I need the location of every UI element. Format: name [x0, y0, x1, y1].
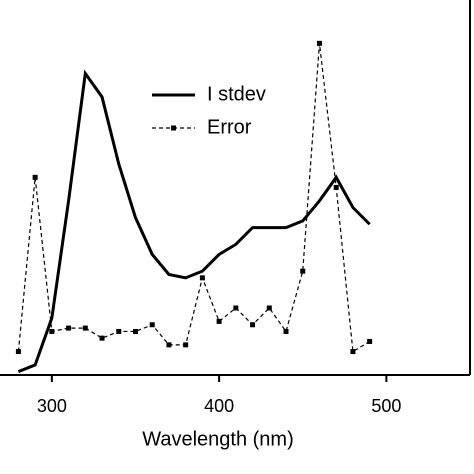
series-line [17, 43, 370, 353]
legend-marker [171, 125, 176, 131]
x-tick-label: 300 [37, 396, 67, 416]
point-marker [99, 335, 105, 341]
x-tick-label: 400 [204, 396, 234, 416]
point-marker [333, 184, 339, 190]
point-marker [132, 328, 138, 334]
point-marker [166, 342, 172, 348]
point-marker [183, 342, 189, 348]
point-marker [350, 349, 356, 355]
point-marker [82, 325, 88, 331]
x-tick-label: 500 [371, 396, 401, 416]
point-marker [283, 328, 289, 334]
point-marker [316, 40, 322, 46]
point-marker [66, 325, 72, 331]
point-marker [250, 322, 256, 328]
point-marker [216, 318, 222, 324]
point-marker [266, 305, 272, 311]
series-line [17, 69, 371, 374]
x-axis-label: Wavelength (nm) [142, 428, 294, 450]
point-marker [116, 328, 122, 334]
point-marker [149, 322, 155, 328]
point-marker [233, 305, 239, 311]
point-marker [49, 328, 55, 334]
legend-label: I stdev [207, 83, 266, 105]
point-marker [300, 268, 306, 274]
point-marker [32, 174, 38, 180]
point-marker [15, 349, 21, 355]
point-marker [367, 339, 373, 344]
legend-label: Error [207, 116, 252, 138]
point-marker [199, 275, 205, 281]
